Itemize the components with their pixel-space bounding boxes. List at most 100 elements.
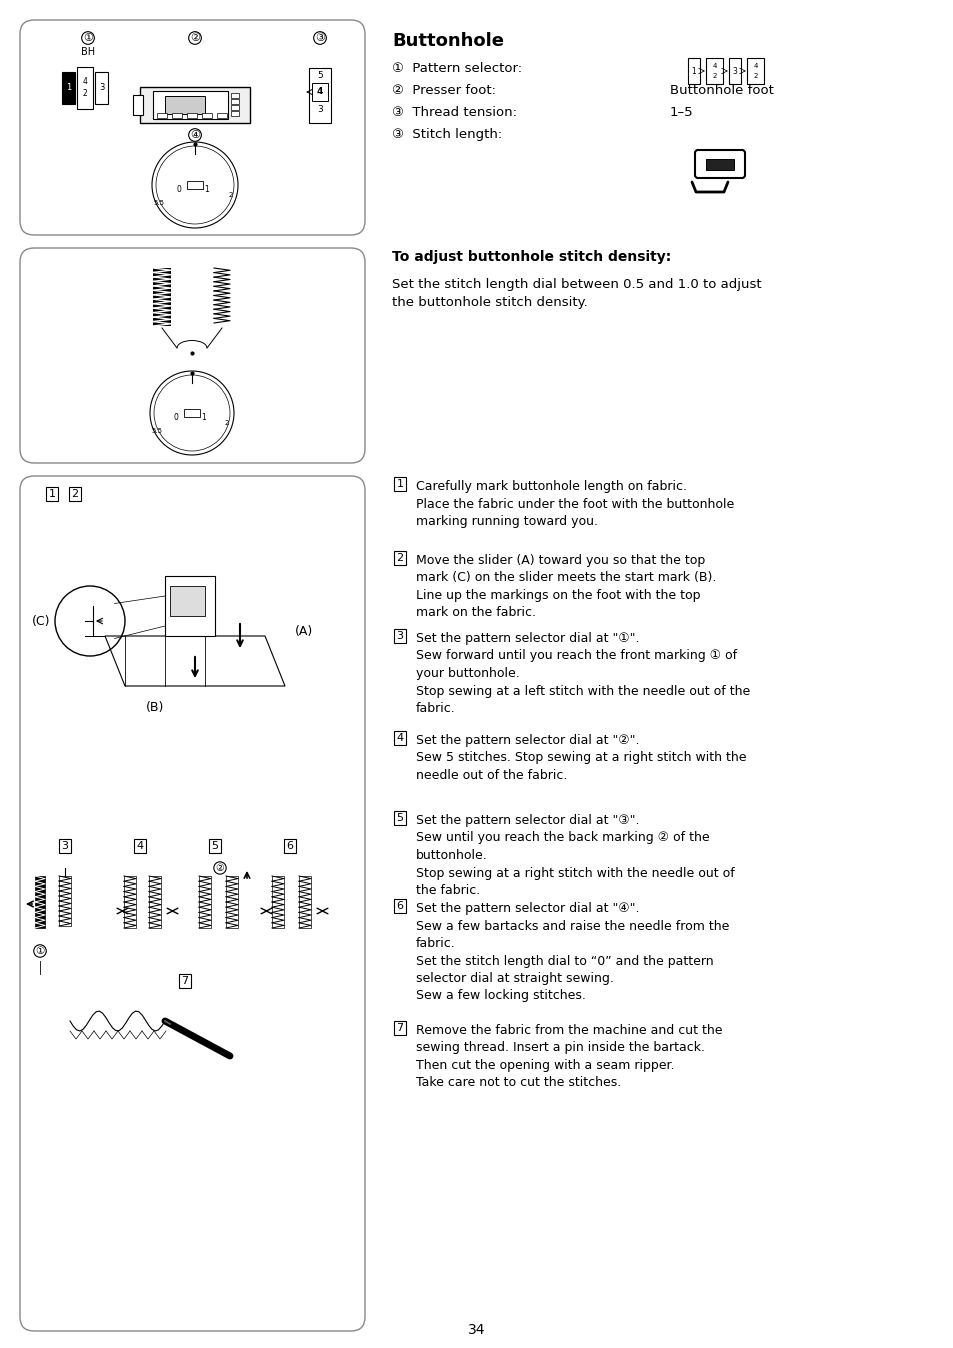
Bar bbox=[272, 876, 284, 927]
Text: Set the stitch length dial between 0.5 and 1.0 to adjust
the buttonhole stitch d: Set the stitch length dial between 0.5 a… bbox=[392, 278, 760, 309]
Text: Buttonhole: Buttonhole bbox=[392, 32, 503, 50]
Text: 2: 2 bbox=[229, 191, 233, 198]
Text: 1–5: 1–5 bbox=[669, 106, 693, 119]
Text: Remove the fabric from the machine and cut the
sewing thread. Insert a pin insid: Remove the fabric from the machine and c… bbox=[416, 1024, 721, 1089]
Text: ③  Stitch length:: ③ Stitch length: bbox=[392, 128, 501, 142]
Bar bbox=[35, 876, 45, 927]
Text: 2: 2 bbox=[396, 553, 403, 563]
Text: BH: BH bbox=[81, 47, 95, 57]
Text: 1: 1 bbox=[691, 66, 696, 75]
Text: 4: 4 bbox=[753, 63, 757, 69]
Text: Set the pattern selector dial at "②".
Sew 5 stitches. Stop sewing at a right sti: Set the pattern selector dial at "②". Se… bbox=[416, 735, 745, 782]
Polygon shape bbox=[165, 576, 214, 636]
Bar bbox=[312, 84, 328, 101]
Text: 3: 3 bbox=[99, 84, 104, 93]
Text: 0: 0 bbox=[173, 412, 178, 422]
Bar bbox=[124, 876, 136, 927]
Text: Move the slider (A) toward you so that the top
mark (C) on the slider meets the : Move the slider (A) toward you so that t… bbox=[416, 554, 716, 620]
Bar bbox=[746, 58, 763, 84]
Bar bbox=[309, 67, 331, 123]
Text: ③: ③ bbox=[314, 32, 325, 43]
Text: 4: 4 bbox=[396, 733, 403, 743]
Bar bbox=[184, 408, 200, 417]
Text: Buttonhole foot: Buttonhole foot bbox=[669, 84, 773, 97]
Text: ③  Thread tension:: ③ Thread tension: bbox=[392, 106, 517, 119]
Text: 3: 3 bbox=[316, 105, 322, 115]
Text: Carefully mark buttonhole length on fabric.
Place the fabric under the foot with: Carefully mark buttonhole length on fabr… bbox=[416, 480, 734, 528]
Text: 5.5: 5.5 bbox=[152, 429, 162, 434]
Bar bbox=[59, 876, 71, 926]
Text: 5.5: 5.5 bbox=[153, 200, 164, 206]
Bar bbox=[231, 105, 239, 111]
Text: To adjust buttonhole stitch density:: To adjust buttonhole stitch density: bbox=[392, 249, 671, 264]
Text: 7: 7 bbox=[396, 1023, 403, 1033]
Text: 4: 4 bbox=[712, 63, 716, 69]
Text: 5: 5 bbox=[316, 71, 322, 81]
Text: 3: 3 bbox=[732, 66, 737, 75]
Text: 3: 3 bbox=[396, 631, 403, 642]
Bar bbox=[132, 94, 143, 115]
FancyBboxPatch shape bbox=[20, 20, 365, 235]
Text: Set the pattern selector dial at "①".
Sew forward until you reach the front mark: Set the pattern selector dial at "①". Se… bbox=[416, 632, 749, 714]
Text: ②: ② bbox=[190, 32, 200, 43]
Bar bbox=[152, 268, 171, 326]
Bar bbox=[687, 58, 700, 84]
Bar bbox=[231, 98, 239, 104]
Text: 4: 4 bbox=[136, 841, 143, 851]
Bar bbox=[149, 876, 161, 927]
Bar bbox=[152, 92, 228, 119]
Text: 2: 2 bbox=[753, 73, 757, 80]
Bar bbox=[705, 159, 733, 170]
Text: ②  Presser foot:: ② Presser foot: bbox=[392, 84, 496, 97]
Text: 5: 5 bbox=[212, 841, 218, 851]
Text: 1: 1 bbox=[204, 185, 209, 194]
Text: 2: 2 bbox=[225, 421, 229, 426]
Bar bbox=[216, 113, 227, 119]
Text: ②: ② bbox=[215, 863, 224, 874]
Text: ①  Pattern selector:: ① Pattern selector: bbox=[392, 62, 521, 75]
Bar bbox=[202, 113, 212, 119]
Bar bbox=[140, 88, 250, 123]
Text: 1: 1 bbox=[396, 479, 403, 489]
Text: 4: 4 bbox=[83, 77, 88, 86]
Text: 1: 1 bbox=[66, 84, 71, 93]
Text: 6: 6 bbox=[396, 900, 403, 911]
Bar bbox=[199, 876, 211, 927]
Text: 2: 2 bbox=[712, 73, 716, 80]
Text: ①: ① bbox=[83, 32, 92, 43]
Bar bbox=[728, 58, 740, 84]
Text: 1: 1 bbox=[49, 489, 55, 499]
Bar bbox=[187, 181, 203, 189]
Bar bbox=[187, 113, 196, 119]
Text: ①: ① bbox=[35, 946, 45, 956]
Text: Set the pattern selector dial at "③".
Sew until you reach the back marking ② of : Set the pattern selector dial at "③". Se… bbox=[416, 814, 734, 896]
Bar bbox=[705, 58, 722, 84]
Bar bbox=[77, 67, 92, 109]
Bar bbox=[298, 876, 311, 927]
Bar bbox=[95, 71, 108, 104]
Bar bbox=[172, 113, 182, 119]
Text: 2: 2 bbox=[71, 489, 78, 499]
Text: 1: 1 bbox=[201, 412, 206, 422]
Text: (A): (A) bbox=[294, 624, 313, 638]
Text: (C): (C) bbox=[31, 615, 50, 628]
Bar bbox=[157, 113, 167, 119]
Bar bbox=[62, 71, 75, 104]
Polygon shape bbox=[105, 636, 285, 686]
Text: 7: 7 bbox=[181, 976, 189, 985]
FancyBboxPatch shape bbox=[695, 150, 744, 178]
Text: 2: 2 bbox=[83, 89, 88, 98]
Bar bbox=[226, 876, 237, 927]
FancyBboxPatch shape bbox=[20, 248, 365, 462]
Bar bbox=[170, 586, 205, 616]
Text: 5: 5 bbox=[396, 813, 403, 824]
Text: 3: 3 bbox=[61, 841, 69, 851]
Text: 0: 0 bbox=[176, 185, 181, 194]
Bar bbox=[231, 93, 239, 98]
FancyBboxPatch shape bbox=[20, 476, 365, 1330]
Text: 4: 4 bbox=[316, 88, 323, 97]
Text: ④: ④ bbox=[190, 129, 200, 140]
Text: Set the pattern selector dial at "④".
Sew a few bartacks and raise the needle fr: Set the pattern selector dial at "④". Se… bbox=[416, 902, 729, 1003]
Text: 6: 6 bbox=[286, 841, 294, 851]
Text: (B): (B) bbox=[146, 701, 164, 714]
